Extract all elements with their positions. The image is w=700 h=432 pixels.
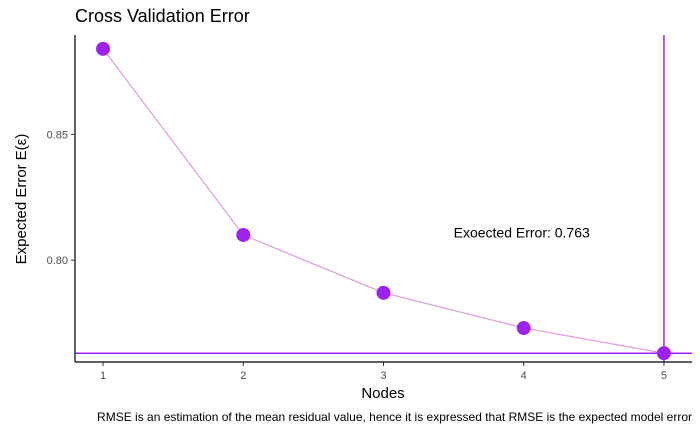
series-line	[102, 48, 665, 354]
y-axis-ticks: 0.80 0.85	[47, 129, 75, 267]
data-point	[376, 285, 391, 300]
y-tick-label: 0.85	[47, 129, 68, 141]
x-tick-label: 4	[521, 370, 527, 382]
y-axis-title: Expected Error E(ε)	[13, 134, 30, 265]
x-tick-label: 1	[100, 370, 106, 382]
data-point	[516, 321, 531, 336]
x-tick-label: 5	[661, 370, 667, 382]
chart-title: Cross Validation Error	[75, 6, 250, 26]
data-point	[96, 41, 111, 56]
expected-error-annotation: Exoected Error: 0.763	[454, 224, 590, 240]
plot-area	[75, 35, 692, 362]
x-axis-ticks: 1 2 3 4 5	[100, 362, 667, 382]
y-tick-label: 0.80	[47, 255, 68, 267]
y-axis-title-text: Expected Error	[13, 164, 30, 264]
data-point	[236, 227, 251, 242]
chart-caption: RMSE is an estimation of the mean residu…	[97, 410, 692, 424]
data-point	[656, 346, 671, 361]
x-tick-label: 2	[240, 370, 246, 382]
x-axis-title: Nodes	[361, 385, 404, 402]
y-axis-title-symbol: E(ε)	[13, 134, 30, 161]
x-tick-label: 3	[380, 370, 386, 382]
